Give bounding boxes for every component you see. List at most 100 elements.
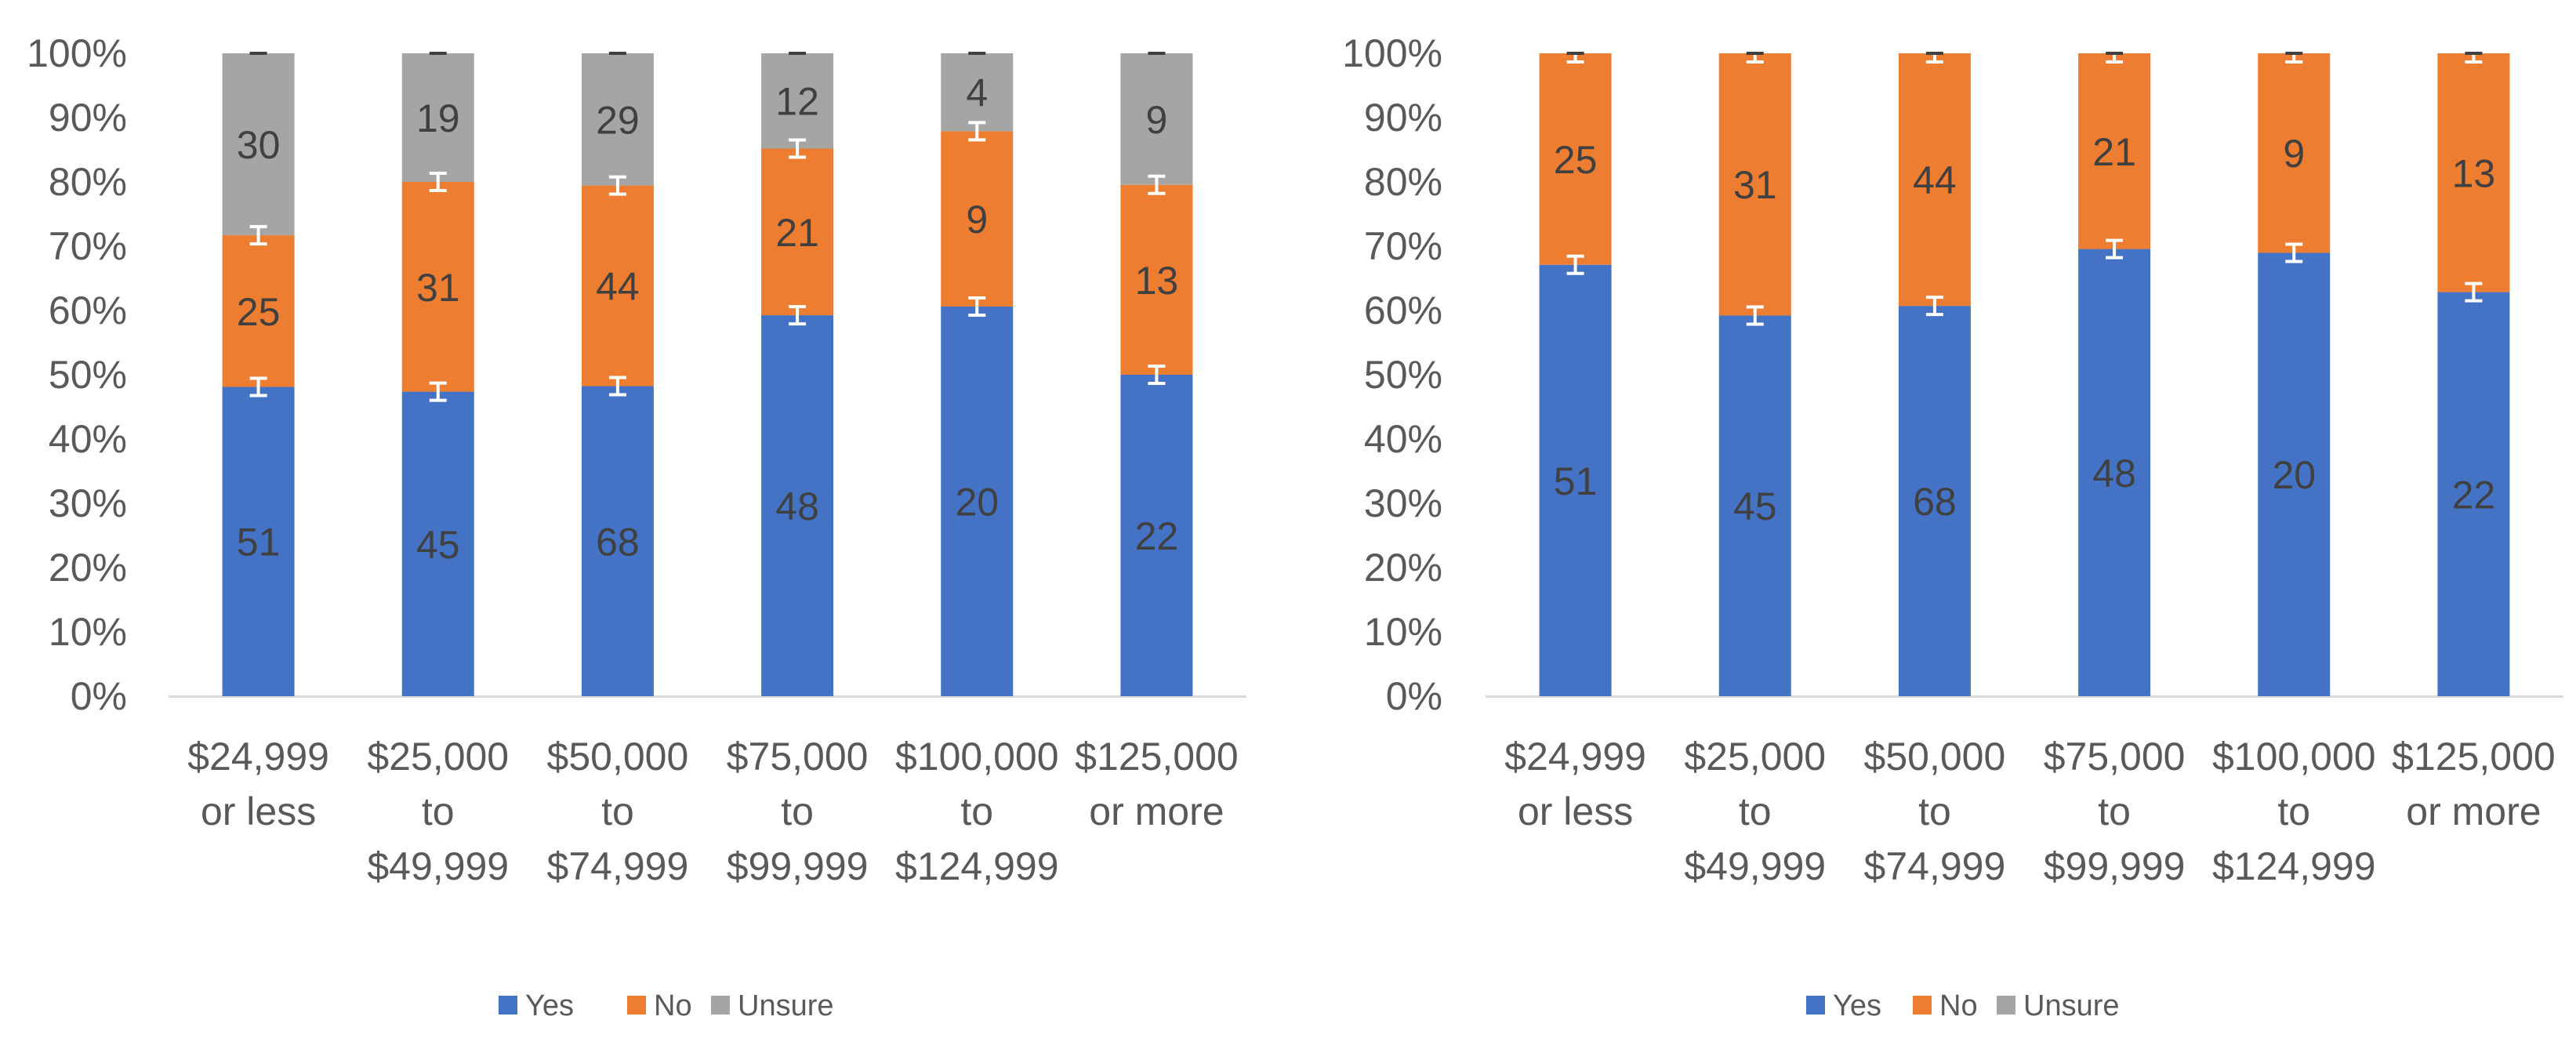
bar-segment-no — [2258, 53, 2331, 253]
data-label-yes: 22 — [1135, 514, 1179, 558]
error-bar — [1925, 296, 1943, 317]
x-category-label: $74,999 — [1864, 844, 2006, 888]
error-bar — [789, 138, 807, 159]
bar-segment-unsure — [761, 53, 834, 149]
x-category-label: to — [781, 789, 814, 833]
x-category-label: $25,000 — [367, 735, 509, 779]
legend-label-no: No — [654, 989, 692, 1022]
legend-label-unsure: Unsure — [2023, 989, 2120, 1022]
y-tick-label: 90% — [49, 96, 127, 140]
error-bar — [608, 175, 626, 196]
y-tick-label: 60% — [1364, 289, 1442, 332]
data-label-yes: 48 — [2092, 452, 2136, 495]
data-label-no: 31 — [416, 266, 460, 310]
bar-segment-no — [2078, 53, 2151, 249]
bar-segment-unsure — [401, 53, 474, 182]
bar-segment-unsure — [222, 53, 295, 236]
y-tick-label: 70% — [49, 224, 127, 268]
x-category-label: to — [601, 789, 634, 833]
error-bar — [2285, 242, 2303, 263]
data-label-yes: 68 — [1913, 480, 1957, 524]
y-tick-label: 50% — [1364, 353, 1442, 397]
error-bar — [608, 376, 626, 397]
bar-segment-yes — [1718, 315, 1791, 696]
x-category-label: $50,000 — [1864, 735, 2006, 779]
bar-segment-unsure — [941, 53, 1014, 132]
error-bar — [429, 381, 447, 402]
y-tick-label: 90% — [1364, 96, 1442, 140]
bar-segment-yes — [941, 307, 1014, 696]
x-category-label: to — [960, 789, 993, 833]
data-label-yes: 48 — [775, 485, 819, 528]
error-bar — [429, 172, 447, 192]
x-category-label: $74,999 — [547, 844, 689, 888]
bar-segment-yes — [1120, 375, 1193, 696]
data-label-no: 21 — [775, 211, 819, 255]
y-tick-label: 40% — [49, 417, 127, 461]
x-category-label: $124,999 — [895, 844, 1059, 888]
x-category-label: $100,000 — [895, 735, 1059, 779]
chart-2: 0% 10% 20% 30% 40% 50% 60% 70% 80% 90% 100% 51 25 $24… — [1342, 31, 2563, 1022]
y-tick-label: 50% — [49, 353, 127, 397]
legend: Yes No Unsure — [499, 989, 834, 1022]
data-label-unsure: 29 — [596, 98, 640, 142]
y-tick-label: 60% — [49, 289, 127, 332]
error-bar — [1148, 365, 1166, 385]
y-tick-label: 30% — [1364, 481, 1442, 525]
x-category-label: or less — [201, 789, 316, 833]
data-label-no: 13 — [2452, 151, 2496, 195]
legend-swatch-yes — [499, 996, 517, 1015]
bar-segment-unsure — [581, 53, 654, 186]
data-label-no: 44 — [596, 265, 640, 309]
data-label-yes: 68 — [596, 520, 640, 564]
x-category-label: or more — [1089, 789, 1224, 833]
bar-segment-yes — [1898, 306, 1971, 696]
x-category-label: $125,000 — [2392, 735, 2556, 779]
x-category-label: or less — [1518, 789, 1633, 833]
y-tick-label: 20% — [1364, 546, 1442, 590]
legend-label-unsure: Unsure — [738, 989, 834, 1022]
legend-swatch-no — [627, 996, 646, 1015]
x-category-label: $99,999 — [727, 844, 869, 888]
bar-segment-no — [1898, 53, 1971, 307]
bar-segment-yes — [581, 386, 654, 696]
y-tick-label: 80% — [1364, 160, 1442, 204]
data-label-no: 9 — [966, 198, 988, 241]
data-label-no: 25 — [237, 290, 281, 334]
error-bar — [1566, 254, 1584, 275]
error-bar — [2106, 238, 2124, 260]
bar-segment-yes — [2437, 292, 2510, 697]
x-category-label: $25,000 — [1684, 735, 1826, 779]
legend-swatch-yes — [1806, 996, 1825, 1015]
y-tick-label: 40% — [1364, 417, 1442, 461]
x-category-label: $49,999 — [367, 844, 509, 888]
data-label-unsure: 12 — [775, 80, 819, 124]
x-category-label: $49,999 — [1684, 844, 1826, 888]
data-label-unsure: 4 — [966, 71, 988, 115]
x-category-label: $124,999 — [2212, 844, 2376, 888]
bar-segment-yes — [761, 315, 834, 696]
legend-swatch-no — [1913, 996, 1932, 1015]
y-tick-label: 80% — [49, 160, 127, 204]
data-label-unsure: 9 — [1146, 98, 1168, 142]
bar-segment-no — [581, 185, 654, 387]
data-label-yes: 20 — [955, 481, 999, 524]
x-category-label: to — [2277, 789, 2310, 833]
error-bar — [968, 296, 986, 318]
chart-1: 0% 10% 20% 30% 40% 50% 60% 70% 80% 90% 100% 51 25 30 $… — [27, 31, 1246, 1022]
x-category-label: to — [1918, 789, 1951, 833]
data-label-no: 9 — [2283, 132, 2305, 176]
bar-segment-yes — [401, 391, 474, 696]
bar-segment-no — [1539, 53, 1612, 265]
bar-segment-no — [401, 182, 474, 392]
x-category-label: to — [2098, 789, 2131, 833]
data-label-no: 21 — [2092, 130, 2136, 174]
legend-label-no: No — [1939, 989, 1978, 1022]
y-tick-label: 100% — [1342, 31, 1442, 75]
error-bar — [249, 376, 267, 397]
y-tick-label: 0% — [1386, 674, 1442, 718]
x-category-label: $125,000 — [1075, 735, 1239, 779]
legend: Yes No Unsure — [1806, 989, 2120, 1022]
x-category-label: $50,000 — [547, 735, 689, 779]
